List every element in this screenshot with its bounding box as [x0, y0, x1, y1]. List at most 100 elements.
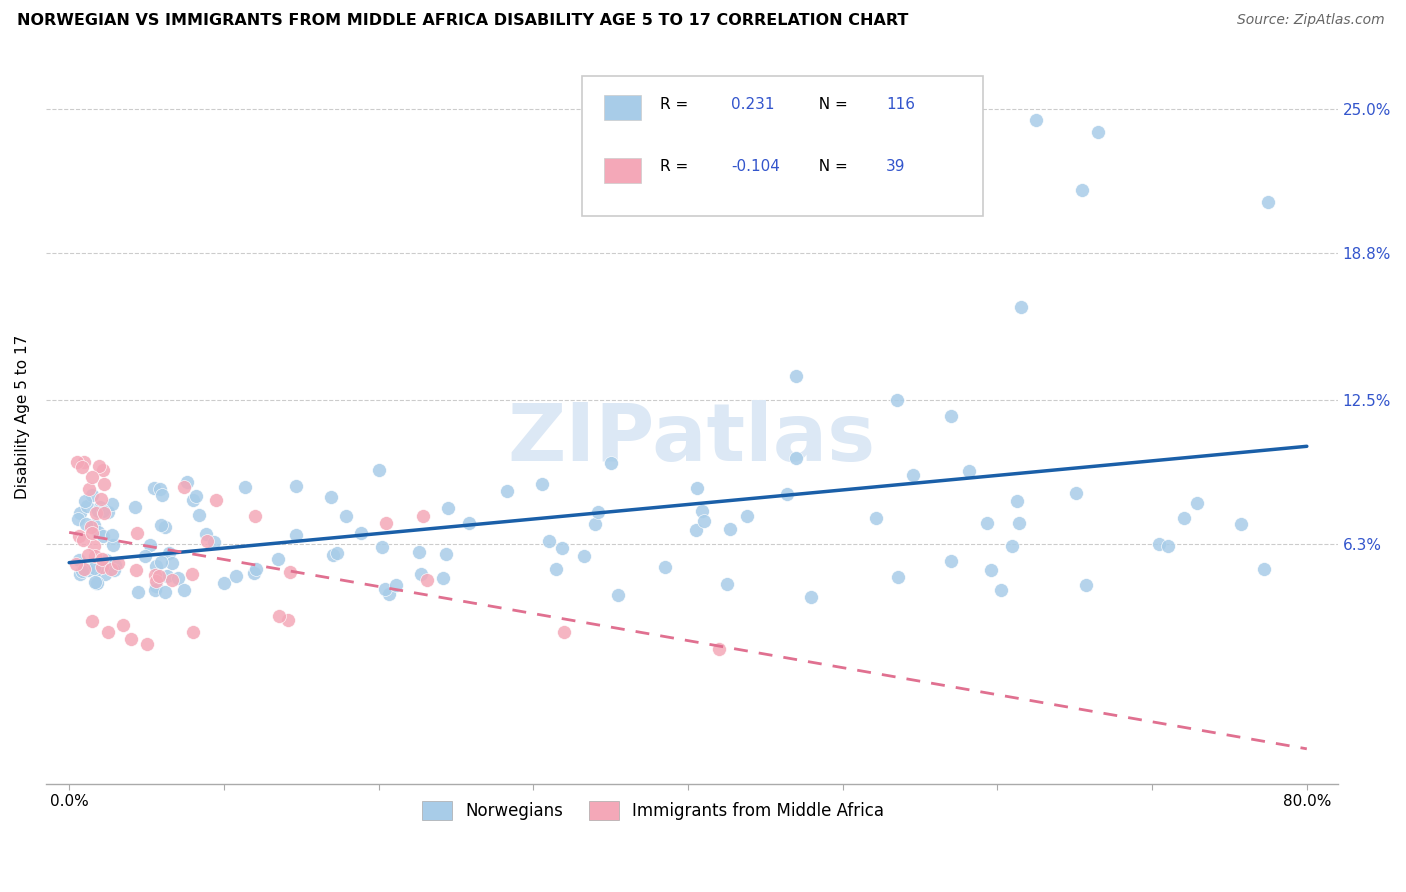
Point — [599, 456, 621, 470]
Text: R =: R = — [661, 96, 693, 112]
Point — [87, 504, 110, 518]
Point — [1001, 539, 1024, 553]
Point — [69, 553, 91, 567]
Point — [800, 590, 823, 604]
Point — [416, 573, 439, 587]
Point — [77, 548, 100, 562]
Point — [66, 455, 89, 469]
Point — [551, 541, 574, 555]
Point — [91, 529, 114, 543]
Point — [976, 516, 998, 531]
Point — [686, 481, 709, 495]
Point — [588, 505, 610, 519]
Point — [280, 565, 302, 579]
Y-axis label: Disability Age 5 to 17: Disability Age 5 to 17 — [15, 335, 30, 500]
Point — [96, 558, 118, 572]
Point — [125, 563, 148, 577]
Point — [181, 625, 204, 640]
Point — [865, 510, 887, 524]
Point — [1173, 511, 1195, 525]
Point — [886, 570, 908, 584]
Point — [212, 576, 235, 591]
Point — [1257, 194, 1279, 209]
Point — [75, 516, 97, 531]
Point — [537, 534, 560, 549]
Point — [97, 505, 120, 519]
Point — [73, 562, 96, 576]
Point — [1230, 517, 1253, 532]
Point — [173, 480, 195, 494]
Point — [735, 509, 758, 524]
Point — [205, 492, 228, 507]
Point — [143, 567, 166, 582]
Point — [124, 500, 146, 514]
Legend: Norwegians, Immigrants from Middle Africa: Norwegians, Immigrants from Middle Afric… — [416, 794, 890, 827]
Point — [1087, 125, 1109, 139]
Point — [939, 554, 962, 568]
Point — [432, 571, 454, 585]
Point — [1064, 486, 1087, 500]
Point — [91, 551, 114, 566]
Point — [184, 489, 207, 503]
Point — [93, 476, 115, 491]
Point — [990, 582, 1012, 597]
Point — [83, 560, 105, 574]
Point — [1008, 516, 1031, 530]
Point — [457, 516, 479, 530]
Point — [77, 563, 100, 577]
Point — [385, 577, 408, 591]
Point — [277, 613, 299, 627]
Point — [155, 584, 177, 599]
Text: 0.231: 0.231 — [731, 96, 775, 112]
Point — [83, 539, 105, 553]
Point — [107, 557, 129, 571]
Point — [79, 482, 101, 496]
Point — [145, 558, 167, 573]
Point — [84, 575, 107, 590]
Point — [939, 409, 962, 423]
Point — [1074, 578, 1097, 592]
Point — [90, 492, 112, 507]
Point — [284, 527, 307, 541]
Point — [101, 538, 124, 552]
Point — [148, 569, 170, 583]
Point — [1253, 562, 1275, 576]
Point — [901, 468, 924, 483]
Point — [367, 462, 389, 476]
Point — [153, 520, 176, 534]
Point — [84, 574, 107, 589]
Point — [1149, 537, 1171, 551]
Point — [82, 469, 104, 483]
Point — [374, 582, 396, 596]
Point — [160, 574, 183, 588]
Point — [180, 566, 202, 581]
Point — [104, 558, 127, 572]
Point — [149, 555, 172, 569]
Point — [957, 464, 980, 478]
Point — [720, 522, 742, 536]
Point — [195, 533, 218, 548]
Point — [138, 538, 160, 552]
Point — [1005, 494, 1028, 508]
Point — [160, 556, 183, 570]
Point — [101, 528, 124, 542]
FancyBboxPatch shape — [605, 95, 641, 120]
Point — [97, 625, 120, 640]
Point — [233, 480, 256, 494]
Point — [112, 618, 135, 632]
Point — [716, 577, 738, 591]
FancyBboxPatch shape — [582, 77, 983, 216]
Point — [692, 504, 714, 518]
Point — [412, 509, 434, 524]
Point — [91, 560, 114, 574]
Point — [173, 583, 195, 598]
Point — [325, 546, 347, 560]
Point — [408, 545, 430, 559]
Point — [134, 549, 156, 563]
Point — [685, 523, 707, 537]
Point — [183, 493, 205, 508]
Point — [1185, 495, 1208, 509]
Point — [321, 491, 343, 505]
Text: NORWEGIAN VS IMMIGRANTS FROM MIDDLE AFRICA DISABILITY AGE 5 TO 17 CORRELATION CH: NORWEGIAN VS IMMIGRANTS FROM MIDDLE AFRI… — [17, 13, 908, 29]
Point — [243, 509, 266, 524]
